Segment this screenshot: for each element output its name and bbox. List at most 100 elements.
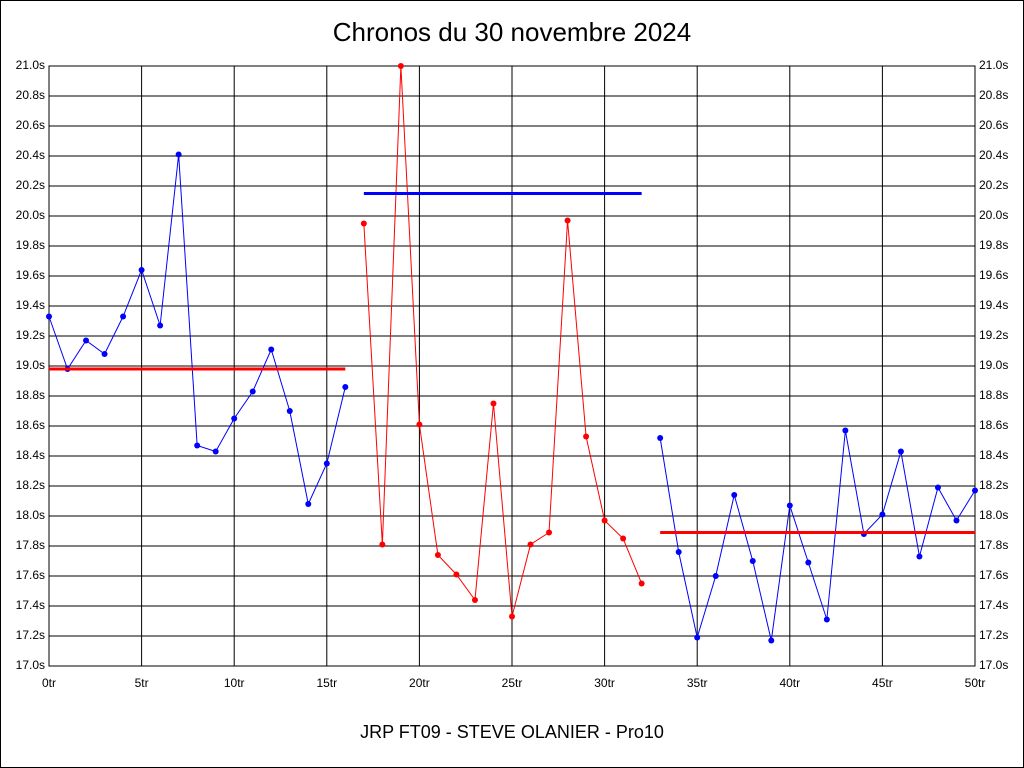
data-point [231, 415, 238, 422]
data-point [527, 541, 534, 548]
y2-tick-label: 20.6s [979, 118, 1008, 132]
y2-tick-label: 19.4s [979, 298, 1008, 312]
data-point [546, 529, 553, 536]
data-point [509, 613, 515, 620]
data-point [286, 408, 293, 414]
data-point [564, 217, 571, 224]
chart-footer: JRP FT09 - STEVE OLANIER - Pro10 [360, 722, 664, 742]
y2-tick-label: 19.0s [979, 358, 1008, 372]
y2-tick-label: 18.0s [979, 508, 1008, 522]
data-point [490, 400, 497, 407]
y-tick-label: 19.6s [16, 268, 45, 282]
y2-tick-label: 20.4s [979, 148, 1008, 162]
y2-tick-label: 18.8s [979, 388, 1008, 402]
x-tick-label: 30tr [594, 676, 615, 690]
y2-tick-label: 20.8s [979, 88, 1008, 102]
y-tick-label: 17.8s [16, 538, 45, 552]
data-point [842, 427, 849, 434]
data-point [768, 637, 775, 644]
data-point [268, 346, 275, 353]
y-tick-label: 18.6s [16, 418, 45, 432]
data-point [342, 384, 349, 390]
data-point [212, 448, 219, 455]
data-point [453, 571, 460, 578]
y-tick-label: 17.6s [16, 568, 45, 582]
data-point [749, 558, 756, 564]
data-point [583, 433, 590, 440]
y-tick-label: 20.8s [16, 88, 45, 102]
x-tick-label: 40tr [779, 676, 800, 690]
y2-tick-label: 19.2s [979, 328, 1008, 342]
y2-tick-label: 18.4s [979, 448, 1008, 462]
y-tick-label: 19.4s [16, 298, 45, 312]
data-point [657, 435, 664, 441]
y-tick-label: 18.4s [16, 448, 45, 462]
data-point [379, 541, 386, 548]
x-tick-label: 45tr [872, 676, 893, 690]
x-tick-label: 0tr [42, 676, 56, 690]
data-point [120, 313, 127, 320]
data-point [823, 616, 830, 623]
y-tick-label: 18.0s [16, 508, 45, 522]
y-tick-label: 18.2s [16, 478, 45, 492]
y-tick-label: 20.6s [16, 118, 45, 132]
y-tick-label: 19.2s [16, 328, 45, 342]
y-tick-label: 19.0s [16, 358, 45, 372]
y-tick-label: 17.0s [16, 658, 45, 672]
data-point [83, 337, 90, 344]
data-point [694, 634, 701, 641]
y2-tick-label: 18.2s [979, 478, 1008, 492]
y2-tick-label: 20.2s [979, 178, 1008, 192]
data-point [638, 580, 645, 587]
x-tick-label: 15tr [316, 676, 337, 690]
x-tick-label: 5tr [135, 676, 149, 690]
y2-tick-label: 18.6s [979, 418, 1008, 432]
x-tick-label: 35tr [687, 676, 708, 690]
y2-tick-label: 17.8s [979, 538, 1008, 552]
data-point [138, 267, 145, 273]
y2-tick-label: 21.0s [979, 58, 1008, 72]
y2-tick-label: 17.4s [979, 598, 1008, 612]
data-point [786, 502, 793, 509]
x-tick-label: 20tr [409, 676, 430, 690]
data-point [101, 351, 108, 357]
data-point [471, 597, 478, 603]
data-point [805, 559, 812, 566]
y2-tick-label: 17.6s [979, 568, 1008, 582]
data-point [712, 573, 719, 579]
y-tick-label: 18.8s [16, 388, 45, 402]
data-point [46, 313, 52, 320]
data-point [879, 511, 886, 518]
data-point [675, 549, 682, 555]
chart-title: Chronos du 30 novembre 2024 [333, 17, 691, 47]
y-tick-label: 20.2s [16, 178, 45, 192]
data-point [157, 322, 164, 329]
y-tick-label: 21.0s [16, 58, 45, 72]
y2-tick-label: 17.2s [979, 628, 1008, 642]
data-point [175, 151, 182, 158]
x-tick-label: 10tr [224, 676, 245, 690]
data-point [416, 421, 423, 428]
y-tick-label: 20.4s [16, 148, 45, 162]
series-line [659, 430, 976, 641]
data-point [397, 63, 404, 69]
y-tick-label: 17.2s [16, 628, 45, 642]
data-point [620, 535, 627, 542]
data-point [731, 492, 738, 498]
y-tick-label: 19.8s [16, 238, 45, 252]
data-point [953, 517, 960, 524]
data-point [934, 484, 941, 491]
data-point [323, 460, 330, 467]
x-tick-label: 50tr [965, 676, 986, 690]
y-tick-label: 20.0s [16, 208, 45, 222]
y2-tick-label: 19.6s [979, 268, 1008, 282]
data-point [434, 552, 441, 558]
data-point [916, 553, 923, 560]
y2-tick-label: 20.0s [979, 208, 1008, 222]
data-point [601, 517, 608, 524]
y-tick-label: 17.4s [16, 598, 45, 612]
data-point [249, 388, 256, 395]
x-tick-label: 25tr [502, 676, 523, 690]
data-point [972, 487, 978, 494]
